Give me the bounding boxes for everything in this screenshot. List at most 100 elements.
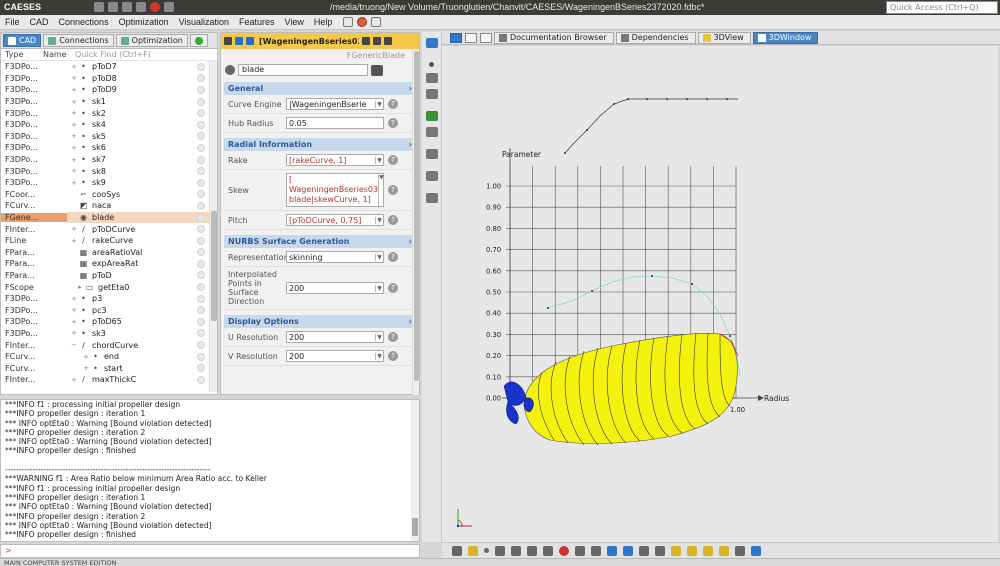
layout-single-icon[interactable] xyxy=(450,32,462,43)
status-dot-icon[interactable] xyxy=(197,259,205,268)
curve-engine-select[interactable]: |WageningenBserie ▼ xyxy=(286,98,384,110)
tree-row[interactable]: F3DPo... + • sk4 xyxy=(1,119,217,131)
tree-row[interactable]: FLine + / rakeCurve xyxy=(1,235,217,247)
render-icon[interactable] xyxy=(468,545,478,556)
tab-3dwindow[interactable]: 3DWindow xyxy=(752,31,819,44)
volume-tool-icon[interactable] xyxy=(425,127,438,137)
status-dot-icon[interactable] xyxy=(197,294,205,303)
tree-row[interactable]: F3DPo... + • pc3 xyxy=(1,304,217,316)
expand-icon[interactable]: + xyxy=(71,109,77,118)
view-cube-icon[interactable] xyxy=(655,545,665,556)
expand-icon[interactable]: + xyxy=(71,97,77,106)
pin-icon[interactable] xyxy=(224,37,232,45)
tree-row[interactable]: FCurv... ◩ naca xyxy=(1,200,217,212)
hub-radius-input[interactable]: 0.05 xyxy=(286,117,384,129)
tree-row[interactable]: F3DPo... + • pToD65 xyxy=(1,316,217,328)
section-display-options[interactable]: Display Options › xyxy=(224,315,416,328)
copy-icon[interactable] xyxy=(343,17,354,27)
menu-optimization[interactable]: Optimization xyxy=(118,17,169,27)
tree-row[interactable]: FInter... − / chordCurve xyxy=(1,339,217,351)
tree-row[interactable]: F3DPo... + • p3 xyxy=(1,293,217,305)
section-general[interactable]: General › xyxy=(224,82,416,95)
nav-back-icon[interactable] xyxy=(235,37,243,45)
status-dot-icon[interactable] xyxy=(197,109,205,118)
properties-scrollbar-thumb[interactable] xyxy=(414,51,419,381)
object-name-input[interactable]: blade xyxy=(238,64,368,76)
status-dot-icon[interactable] xyxy=(197,120,205,129)
curve-tool-icon[interactable] xyxy=(425,73,438,83)
status-dot-icon[interactable] xyxy=(197,306,205,315)
status-dot-icon[interactable] xyxy=(197,201,205,210)
status-dot-icon[interactable] xyxy=(197,352,205,361)
column-name[interactable]: Name xyxy=(43,50,67,59)
camera-icon[interactable] xyxy=(735,545,745,556)
console-scrollbar-thumb[interactable] xyxy=(412,518,418,536)
refresh-button[interactable] xyxy=(189,34,208,47)
expand-icon[interactable]: + xyxy=(71,132,77,141)
transform-tool-icon[interactable] xyxy=(425,149,438,159)
expand-icon[interactable]: + xyxy=(83,352,89,361)
representation-select[interactable]: skinning ▼ xyxy=(286,251,384,263)
rake-input[interactable]: [rakeCurve, 1] ▼ xyxy=(286,154,384,166)
status-dot-icon[interactable] xyxy=(197,329,205,338)
quick-access-input[interactable]: Quick Access (Ctrl+Q) xyxy=(886,1,998,14)
expand-icon[interactable]: − xyxy=(71,341,77,350)
status-dot-icon[interactable] xyxy=(197,155,205,164)
help-icon[interactable]: ? xyxy=(388,351,398,361)
command-input[interactable]: > xyxy=(0,544,420,558)
menu-view[interactable]: View xyxy=(284,17,304,27)
tree-row[interactable]: F3DPo... + • sk3 xyxy=(1,328,217,340)
tree-row[interactable]: FPara... ▦ pToD xyxy=(1,270,217,282)
tree-row[interactable]: F3DPo... + • sk6 xyxy=(1,142,217,154)
tree-row[interactable]: F3DPo... + • sk1 xyxy=(1,96,217,108)
copy-props-icon[interactable] xyxy=(373,37,381,45)
tree-row[interactable]: FScope ▸ ▭ getEta0 xyxy=(1,281,217,293)
interpolated-points-input[interactable]: 200 ▼ xyxy=(286,282,384,294)
pitch-input[interactable]: [pToDCurve, 0.75] ▼ xyxy=(286,214,384,226)
wireframe-icon[interactable] xyxy=(543,545,553,556)
expand-icon[interactable]: ▸ xyxy=(78,283,82,292)
tree-row[interactable]: FInter... + / pToDCurve xyxy=(1,223,217,235)
tab-cad[interactable]: CAD xyxy=(3,34,42,47)
tab-optimization[interactable]: Optimization xyxy=(115,34,188,47)
status-dot-icon[interactable] xyxy=(197,341,205,350)
info-icon[interactable] xyxy=(623,545,633,556)
expand-icon[interactable]: + xyxy=(71,143,77,152)
menu-visualization[interactable]: Visualization xyxy=(178,17,229,27)
status-dot-icon[interactable] xyxy=(197,225,205,234)
tree-row[interactable]: FPara... ▦ expAreaRat xyxy=(1,258,217,270)
status-dot-icon[interactable] xyxy=(197,248,205,257)
menu-features[interactable]: Features xyxy=(238,17,275,27)
expand-icon[interactable]: + xyxy=(71,306,77,315)
expand-icon[interactable]: + xyxy=(71,236,77,245)
menu-cad[interactable]: CAD xyxy=(29,17,49,27)
u-resolution-input[interactable]: 200 ▼ xyxy=(286,331,384,343)
show-points-icon[interactable] xyxy=(484,548,489,553)
status-dot-icon[interactable] xyxy=(197,97,205,106)
column-type[interactable]: Type xyxy=(5,50,24,59)
fill-tool-icon[interactable] xyxy=(425,111,438,121)
expand-icon[interactable]: + xyxy=(71,294,77,303)
status-dot-icon[interactable] xyxy=(197,167,205,176)
tree-row[interactable]: F3DPo... + • sk7 xyxy=(1,154,217,166)
view-side-icon[interactable] xyxy=(703,545,713,556)
person-icon[interactable] xyxy=(164,2,174,12)
tree-row[interactable]: FGene... ◉ blade xyxy=(1,211,217,224)
tree-row[interactable]: F3DPo... + • sk9 xyxy=(1,177,217,189)
tree-row[interactable]: FCurv... + • start xyxy=(1,362,217,374)
search-icon[interactable] xyxy=(362,37,370,45)
tab-3dview[interactable]: 3DView xyxy=(697,31,751,44)
properties-scrollbar[interactable] xyxy=(412,49,419,395)
status-dot-icon[interactable] xyxy=(197,85,205,94)
status-dot-icon[interactable] xyxy=(197,271,205,280)
lock-icon[interactable] xyxy=(639,545,649,556)
expand-icon[interactable]: + xyxy=(71,85,77,94)
status-dot-icon[interactable] xyxy=(197,178,205,187)
status-dot-icon[interactable] xyxy=(197,143,205,152)
eye-icon[interactable] xyxy=(371,64,383,76)
help-icon[interactable]: ? xyxy=(388,283,398,293)
tab-connections[interactable]: Connections xyxy=(43,34,114,47)
status-dot-icon[interactable] xyxy=(197,132,205,141)
menu-connections[interactable]: Connections xyxy=(58,17,109,27)
view-front-icon[interactable] xyxy=(671,545,681,556)
